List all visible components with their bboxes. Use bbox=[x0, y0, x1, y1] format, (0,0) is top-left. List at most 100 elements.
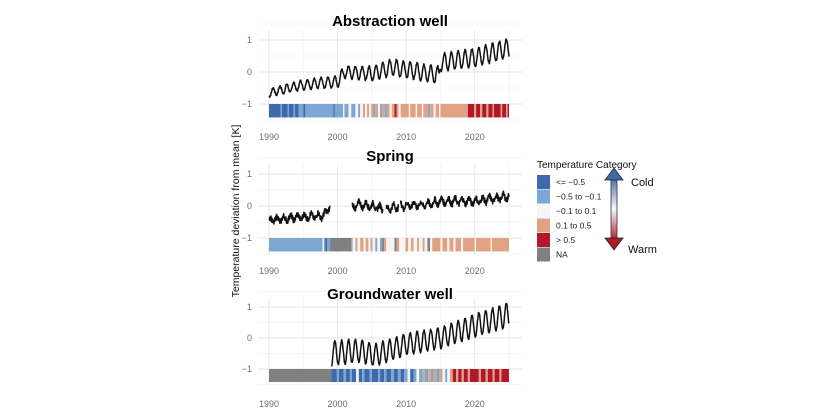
x-tick-label: 2000 bbox=[328, 399, 348, 409]
category-stripe bbox=[424, 238, 428, 252]
category-stripe bbox=[333, 104, 335, 118]
category-stripe bbox=[410, 369, 414, 383]
category-stripe bbox=[322, 238, 324, 252]
category-stripe bbox=[499, 369, 502, 383]
category-stripe bbox=[362, 104, 365, 118]
category-stripe bbox=[378, 104, 381, 118]
category-stripe bbox=[436, 369, 440, 383]
category-stripe bbox=[500, 104, 503, 118]
category-stripe bbox=[480, 104, 483, 118]
category-stripe bbox=[343, 104, 345, 118]
category-stripe bbox=[474, 104, 477, 118]
legend-label: NA bbox=[556, 250, 568, 260]
category-stripe bbox=[467, 369, 470, 383]
category-stripe bbox=[447, 369, 451, 383]
category-stripe bbox=[352, 238, 356, 252]
arrow-up-icon bbox=[604, 167, 624, 181]
category-stripe bbox=[493, 104, 501, 118]
category-stripe bbox=[331, 369, 337, 383]
temperature-line bbox=[268, 190, 510, 225]
category-stripe bbox=[430, 369, 434, 383]
category-stripe bbox=[396, 238, 400, 252]
category-stripe bbox=[480, 369, 486, 383]
category-stripe bbox=[351, 104, 356, 118]
category-stripe bbox=[456, 369, 459, 383]
category-stripe bbox=[467, 104, 475, 118]
category-stripe bbox=[474, 238, 477, 252]
category-stripe bbox=[433, 369, 437, 383]
category-stripe bbox=[494, 369, 500, 383]
category-stripe bbox=[373, 104, 376, 118]
x-tick-label: 2010 bbox=[396, 132, 416, 142]
category-stripe bbox=[417, 238, 420, 252]
cold-label: Cold bbox=[631, 177, 654, 189]
category-stripe bbox=[391, 369, 394, 383]
category-stripe bbox=[327, 238, 331, 252]
category-stripe bbox=[432, 238, 441, 252]
category-stripe bbox=[394, 104, 397, 118]
category-stripe bbox=[325, 238, 328, 252]
category-stripe bbox=[397, 369, 401, 383]
category-stripe bbox=[419, 369, 423, 383]
category-stripe bbox=[419, 238, 423, 252]
legend-swatch bbox=[537, 247, 550, 262]
category-stripe bbox=[372, 238, 376, 252]
category-stripe bbox=[486, 104, 489, 118]
legend: Temperature Category <= −0.5 −0.5 to −0.1… bbox=[537, 160, 657, 262]
category-stripe bbox=[408, 104, 411, 118]
y-tick-label: −1 bbox=[242, 99, 252, 109]
category-stripe bbox=[488, 104, 493, 118]
category-stripe bbox=[355, 238, 358, 252]
x-tick-label: 1990 bbox=[259, 266, 279, 276]
category-stripe bbox=[413, 369, 417, 383]
legend-item: <= −0.5 bbox=[537, 175, 585, 189]
category-stripe bbox=[269, 369, 332, 383]
legend-swatch bbox=[537, 233, 550, 247]
category-stripe bbox=[377, 238, 381, 252]
category-stripe bbox=[375, 238, 378, 252]
category-stripe bbox=[389, 104, 392, 118]
panel-title: Groundwater well bbox=[327, 286, 453, 303]
category-stripe bbox=[439, 104, 441, 118]
category-stripe bbox=[501, 369, 509, 383]
category-stripe bbox=[461, 369, 464, 383]
category-stripe bbox=[463, 238, 475, 252]
category-stripe bbox=[410, 238, 414, 252]
category-stripe bbox=[293, 104, 296, 118]
category-stripe bbox=[404, 369, 408, 383]
category-stripe bbox=[476, 104, 481, 118]
category-stripe bbox=[269, 238, 323, 252]
category-stripe bbox=[384, 104, 387, 118]
y-tick-label: −1 bbox=[242, 233, 252, 243]
category-stripe bbox=[349, 369, 352, 383]
legend-swatch bbox=[537, 175, 550, 189]
category-stripe bbox=[334, 104, 344, 118]
category-stripe bbox=[384, 369, 387, 383]
category-stripe bbox=[360, 238, 364, 252]
category-stripe bbox=[453, 238, 456, 252]
category-stripe bbox=[362, 369, 365, 383]
category-stripe bbox=[345, 369, 350, 383]
category-stripe bbox=[305, 104, 334, 118]
category-stripe bbox=[424, 369, 429, 383]
category-stripe bbox=[364, 369, 370, 383]
category-stripe bbox=[482, 104, 487, 118]
category-stripe bbox=[442, 238, 448, 252]
category-stripe bbox=[442, 369, 446, 383]
category-stripe bbox=[445, 369, 448, 383]
category-stripe bbox=[393, 369, 398, 383]
category-stripe bbox=[298, 104, 304, 118]
category-stripe bbox=[491, 238, 509, 252]
category-stripe bbox=[413, 238, 418, 252]
category-stripe bbox=[384, 238, 387, 252]
category-stripe bbox=[440, 238, 443, 252]
legend-item: 0.1 to 0.5 bbox=[537, 218, 592, 233]
legend-title: Temperature Category bbox=[537, 160, 637, 171]
category-stripe bbox=[430, 104, 434, 118]
category-stripe bbox=[323, 238, 326, 252]
category-stripe bbox=[463, 369, 468, 383]
category-stripe bbox=[344, 104, 349, 118]
category-stripe bbox=[435, 104, 440, 118]
category-stripe bbox=[428, 369, 431, 383]
